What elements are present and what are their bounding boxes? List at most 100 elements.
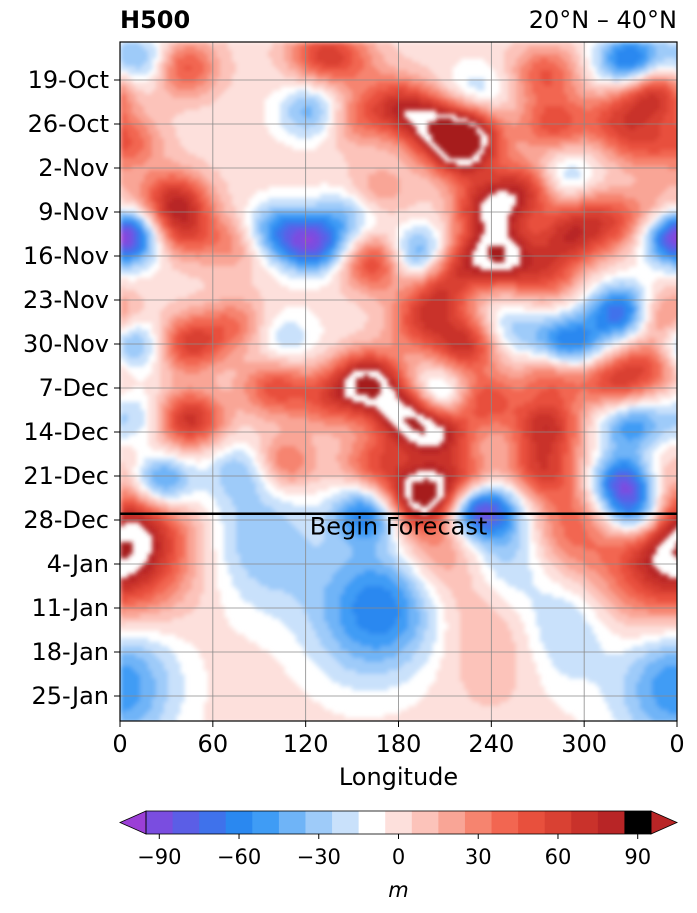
anomaly-cell xyxy=(448,126,453,131)
anomaly-cell xyxy=(384,162,389,167)
anomaly-cell xyxy=(128,142,133,147)
anomaly-cell xyxy=(236,70,241,75)
anomaly-cell xyxy=(244,42,249,47)
anomaly-cell xyxy=(280,162,285,167)
anomaly-cell xyxy=(340,118,345,123)
anomaly-cell xyxy=(220,178,225,183)
anomaly-cell xyxy=(392,86,397,91)
anomaly-cell xyxy=(120,86,125,91)
anomaly-cell xyxy=(648,82,653,87)
anomaly-cell xyxy=(168,62,173,67)
anomaly-cell xyxy=(340,130,345,135)
anomaly-cell xyxy=(416,82,421,87)
anomaly-cell xyxy=(492,182,497,187)
anomaly-cell xyxy=(664,58,669,63)
anomaly-cell xyxy=(492,138,497,143)
anomaly-cell xyxy=(364,54,369,59)
anomaly-cell xyxy=(500,178,505,183)
anomaly-cell xyxy=(184,74,189,79)
anomaly-cell xyxy=(600,86,605,91)
anomaly-cell xyxy=(252,62,257,67)
anomaly-cell xyxy=(416,194,421,199)
anomaly-cell xyxy=(436,106,441,111)
anomaly-cell xyxy=(424,182,429,187)
anomaly-cell xyxy=(344,90,349,95)
anomaly-cell xyxy=(252,46,257,51)
anomaly-cell xyxy=(576,170,581,175)
anomaly-cell xyxy=(540,154,545,159)
anomaly-cell xyxy=(356,146,361,151)
anomaly-cell xyxy=(304,106,309,111)
anomaly-cell xyxy=(532,182,537,187)
anomaly-cell xyxy=(524,130,529,135)
anomaly-cell xyxy=(612,186,617,191)
anomaly-cell xyxy=(660,178,665,183)
anomaly-cell xyxy=(244,174,249,179)
anomaly-cell xyxy=(256,158,261,163)
anomaly-cell xyxy=(208,110,213,115)
anomaly-cell xyxy=(456,54,461,59)
anomaly-cell xyxy=(612,194,617,199)
anomaly-cell xyxy=(600,134,605,139)
anomaly-cell xyxy=(516,46,521,51)
anomaly-cell xyxy=(504,170,509,175)
anomaly-cell xyxy=(244,178,249,183)
anomaly-cell xyxy=(656,126,661,131)
anomaly-cell xyxy=(312,110,317,115)
anomaly-cell xyxy=(184,182,189,187)
anomaly-cell xyxy=(252,182,257,187)
anomaly-cell xyxy=(288,62,293,67)
anomaly-cell xyxy=(292,158,297,163)
anomaly-cell xyxy=(204,54,209,59)
anomaly-cell xyxy=(284,126,289,131)
anomaly-cell xyxy=(604,190,609,195)
anomaly-cell xyxy=(472,178,477,183)
anomaly-cell xyxy=(324,74,329,79)
anomaly-cell xyxy=(136,118,141,123)
anomaly-cell xyxy=(276,174,281,179)
anomaly-cell xyxy=(564,86,569,91)
anomaly-cell xyxy=(164,106,169,111)
anomaly-cell xyxy=(568,90,573,95)
anomaly-cell xyxy=(160,178,165,183)
anomaly-cell xyxy=(528,62,533,67)
anomaly-cell xyxy=(456,42,461,47)
anomaly-cell xyxy=(588,86,593,91)
anomaly-cell xyxy=(148,174,153,179)
anomaly-cell xyxy=(236,186,241,191)
anomaly-cell xyxy=(120,130,125,135)
anomaly-cell xyxy=(584,86,589,91)
anomaly-cell xyxy=(468,170,473,175)
anomaly-cell xyxy=(268,174,273,179)
anomaly-cell xyxy=(592,194,597,199)
anomaly-cell xyxy=(560,126,565,131)
anomaly-cell xyxy=(152,154,157,159)
anomaly-cell xyxy=(256,70,261,75)
anomaly-cell xyxy=(236,66,241,71)
anomaly-cell xyxy=(672,174,677,179)
anomaly-cell xyxy=(376,142,381,147)
anomaly-cell xyxy=(292,62,297,67)
anomaly-cell xyxy=(620,174,625,179)
anomaly-cell xyxy=(392,106,397,111)
anomaly-cell xyxy=(660,110,665,115)
anomaly-cell xyxy=(428,54,433,59)
anomaly-cell xyxy=(624,54,629,59)
anomaly-cell xyxy=(224,150,229,155)
anomaly-cell xyxy=(184,158,189,163)
anomaly-cell xyxy=(192,130,197,135)
anomaly-cell xyxy=(120,154,125,159)
anomaly-cell xyxy=(416,106,421,111)
anomaly-cell xyxy=(184,186,189,191)
anomaly-cell xyxy=(164,62,169,67)
anomaly-cell xyxy=(248,178,253,183)
anomaly-cell xyxy=(320,98,325,103)
anomaly-cell xyxy=(236,178,241,183)
anomaly-cell xyxy=(440,66,445,71)
anomaly-cell xyxy=(620,178,625,183)
anomaly-cell xyxy=(568,106,573,111)
anomaly-cell xyxy=(452,86,457,91)
anomaly-cell xyxy=(244,134,249,139)
anomaly-cell xyxy=(292,106,297,111)
anomaly-cell xyxy=(384,182,389,187)
